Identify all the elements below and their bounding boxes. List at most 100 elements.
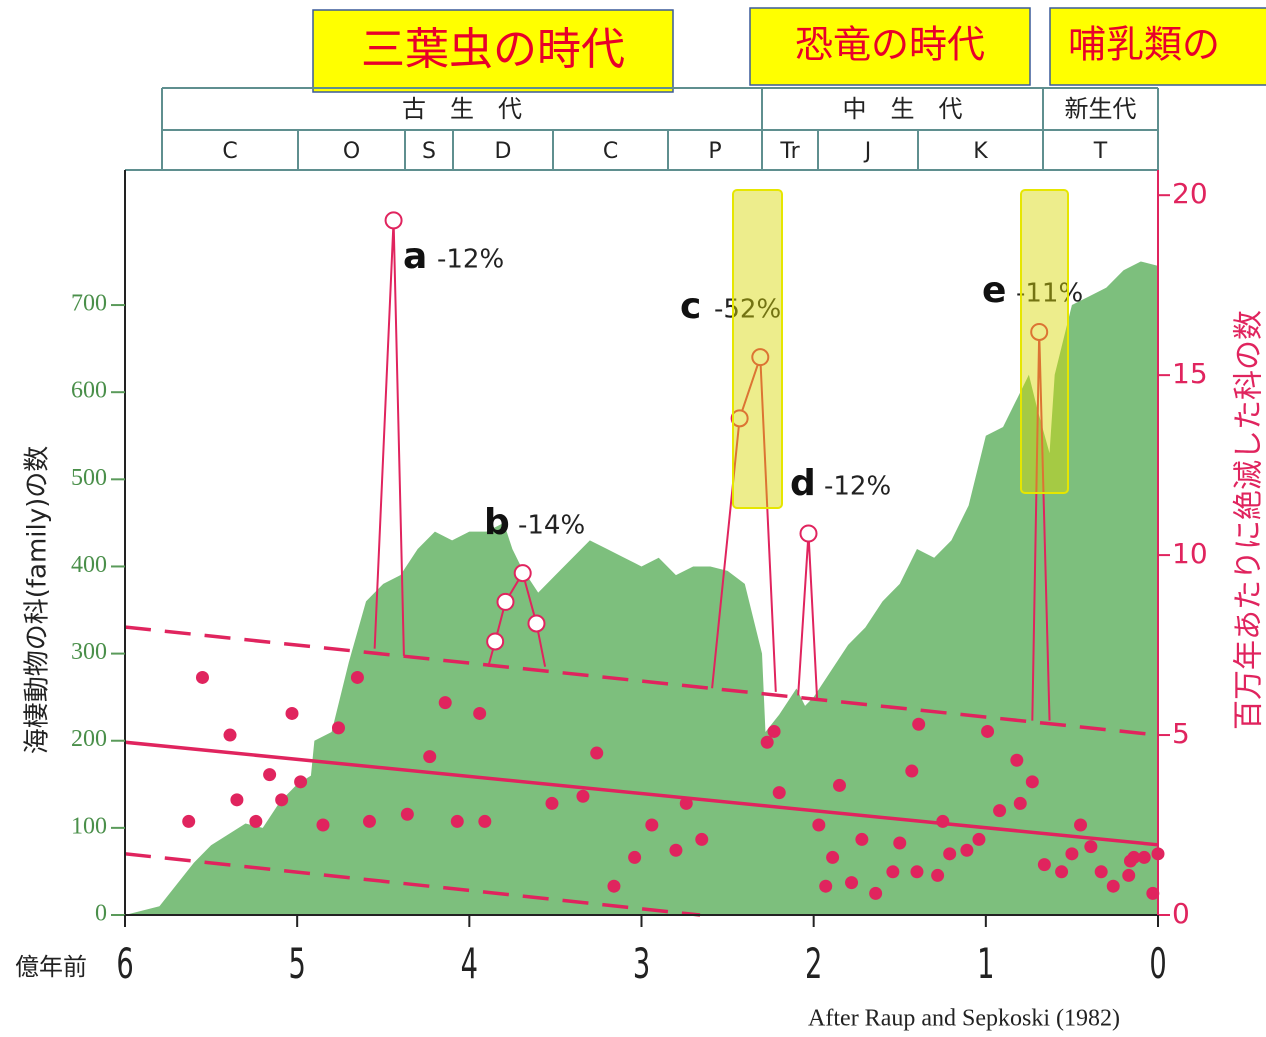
extinction-dot xyxy=(182,815,195,828)
extinction-dot xyxy=(1122,869,1135,882)
banner-text: 哺乳類の xyxy=(1068,23,1220,67)
extinction-dot xyxy=(294,775,307,788)
annotation-letter: c xyxy=(680,286,701,327)
extinction-dot xyxy=(351,671,364,684)
family-area xyxy=(125,261,1158,915)
extinction-dot xyxy=(845,876,858,889)
annotation-text: -14% xyxy=(518,511,585,541)
extinction-dot xyxy=(332,721,345,734)
extinction-dot xyxy=(423,750,436,763)
extinction-dot xyxy=(905,765,918,778)
highlight-box xyxy=(733,190,782,508)
y2-tick-label: 15 xyxy=(1172,357,1208,390)
x-tick-label: 4 xyxy=(461,940,478,989)
annotation-text: -12% xyxy=(437,245,504,275)
spike-line xyxy=(798,534,817,700)
extinction-dot xyxy=(912,718,925,731)
extinction-dot xyxy=(1010,754,1023,767)
x-tick-label: 1 xyxy=(977,940,994,989)
y2-axis-label: 百万年あたりに絶滅した科の数 xyxy=(1232,310,1266,730)
extinction-dot xyxy=(263,768,276,781)
extinction-dot xyxy=(1014,797,1027,810)
source-note: After Raup and Sepkoski (1982) xyxy=(808,1006,1120,1032)
banner-text: 恐竜の時代 xyxy=(795,23,985,67)
x-tick-label: 2 xyxy=(805,940,822,989)
era-label: 古 生 代 xyxy=(402,95,522,123)
highlight-box xyxy=(1021,190,1068,493)
y-axis-label: 海棲動物の科(family)の数 xyxy=(23,446,53,755)
annotation-letter: b xyxy=(484,502,510,543)
extinction-dot xyxy=(972,833,985,846)
period-label: C xyxy=(603,139,618,164)
period-label: C xyxy=(222,139,237,164)
x-tick-label: 3 xyxy=(633,940,650,989)
extinction-dot xyxy=(1095,865,1108,878)
period-label: S xyxy=(422,139,436,164)
extinction-dot xyxy=(1055,865,1068,878)
period-label: D xyxy=(495,139,512,164)
extinction-dot xyxy=(590,747,603,760)
y-tick-label: 200 xyxy=(71,726,107,752)
peak-marker xyxy=(515,565,531,581)
y-tick-label: 300 xyxy=(71,639,107,665)
extinction-dot xyxy=(826,851,839,864)
y2-tick-label: 0 xyxy=(1172,897,1190,930)
y-tick-label: 700 xyxy=(71,291,107,317)
y-tick-label: 100 xyxy=(71,813,107,839)
annotation-text: -12% xyxy=(824,472,891,502)
peak-marker xyxy=(497,594,513,610)
extinction-dot xyxy=(869,887,882,900)
extinction-dot xyxy=(545,797,558,810)
x-axis-label: 億年前 xyxy=(15,953,87,981)
extinction-dot xyxy=(943,847,956,860)
extinction-dot xyxy=(761,736,774,749)
extinction-dot xyxy=(286,707,299,720)
extinction-dot xyxy=(439,696,452,709)
x-tick-label: 6 xyxy=(116,940,133,989)
annotation-letter: d xyxy=(790,463,816,504)
period-label: P xyxy=(708,139,721,164)
peak-marker xyxy=(528,615,544,631)
peak-marker xyxy=(487,633,503,649)
banner-text: 三葉虫の時代 xyxy=(361,24,625,75)
era-label: 新生代 xyxy=(1065,95,1137,123)
extinction-dot xyxy=(931,869,944,882)
extinction-dot xyxy=(819,880,832,893)
extinction-dot xyxy=(401,808,414,821)
extinction-dot xyxy=(833,779,846,792)
annotation-letter: a xyxy=(403,236,427,277)
extinction-dot xyxy=(993,804,1006,817)
period-label: T xyxy=(1093,139,1108,164)
extinction-dot xyxy=(695,833,708,846)
extinction-dot xyxy=(230,793,243,806)
era-label: 中 生 代 xyxy=(843,95,963,123)
y2-tick-label: 5 xyxy=(1172,717,1190,750)
extinction-dot xyxy=(363,815,376,828)
extinction-dot xyxy=(1026,775,1039,788)
y2-tick-label: 20 xyxy=(1172,177,1208,210)
peak-marker xyxy=(801,526,817,542)
peak-marker xyxy=(386,212,402,228)
extinction-dot xyxy=(855,833,868,846)
extinction-dot xyxy=(1107,880,1120,893)
extinction-dot xyxy=(451,815,464,828)
y-tick-label: 400 xyxy=(71,552,107,578)
period-label: J xyxy=(863,139,872,164)
extinction-dot xyxy=(249,815,262,828)
annotation-letter: e xyxy=(982,270,1006,311)
y-tick-label: 0 xyxy=(95,901,107,927)
extinction-dot xyxy=(576,790,589,803)
extinction-dot xyxy=(224,729,237,742)
extinction-dot xyxy=(478,815,491,828)
extinction-dot xyxy=(768,725,781,738)
extinction-dot xyxy=(812,819,825,832)
extinction-dot xyxy=(893,837,906,850)
extinction-dot xyxy=(275,793,288,806)
extinction-dot xyxy=(1084,840,1097,853)
y2-tick-label: 10 xyxy=(1172,537,1208,570)
y-tick-label: 500 xyxy=(71,465,107,491)
extinction-dot xyxy=(1074,819,1087,832)
period-label: O xyxy=(343,139,360,164)
